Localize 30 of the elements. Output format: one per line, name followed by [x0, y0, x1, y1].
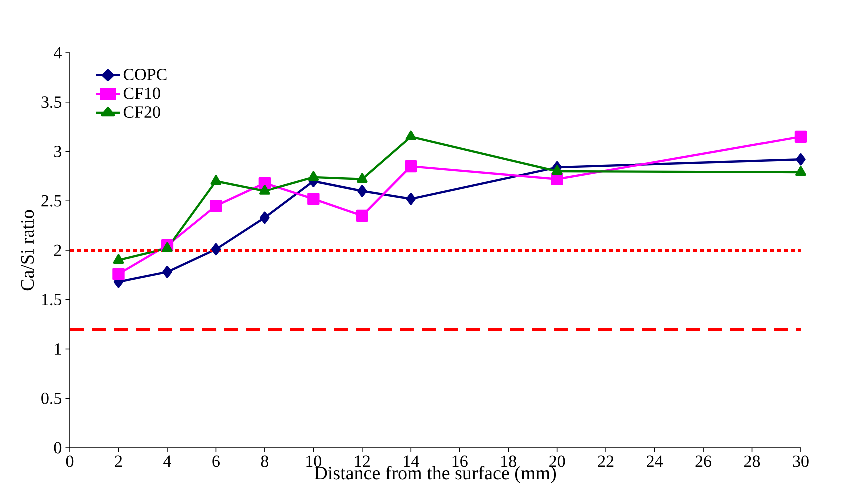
x-tick-label: 14	[404, 456, 420, 468]
y-tick-label: 2	[54, 244, 62, 256]
legend-label: COPC	[124, 69, 167, 80]
x-tick-label: 26	[696, 456, 712, 468]
x-tick-label: 0	[66, 456, 74, 468]
x-tick-label: 18	[502, 456, 516, 468]
y-tick-label: 2.5	[42, 195, 62, 207]
x-tick-label: 4	[164, 456, 172, 467]
y-tick-label: 1.5	[42, 294, 62, 306]
y-tick-label: 0.5	[42, 392, 62, 404]
x-tick-label: 16	[452, 456, 468, 468]
y-tick-label: 1	[55, 344, 62, 355]
x-tick-label: 22	[598, 456, 614, 468]
x-tick-label: 28	[744, 456, 760, 468]
y-tick-label: 3.5	[42, 96, 62, 108]
x-tick-label: 20	[550, 456, 566, 468]
x-tick-label: 2	[115, 456, 122, 468]
x-tick-label: 12	[355, 456, 370, 468]
y-axis-title: Ca/Si ratio	[21, 210, 34, 291]
legend-label: CF20	[124, 106, 160, 118]
x-tick-label: 10	[306, 456, 322, 468]
x-tick-label: 24	[647, 456, 664, 468]
x-tick-label: 6	[212, 456, 220, 468]
y-tick-label: 3	[54, 146, 62, 158]
x-tick-label: 8	[261, 456, 269, 468]
y-tick-label: 4	[54, 47, 62, 59]
legend-label: CF10	[124, 88, 160, 100]
x-axis-title: Distance from the surface (mm)	[314, 466, 556, 484]
y-tick-label: 0	[54, 442, 62, 454]
x-tick-label: 30	[793, 456, 809, 468]
